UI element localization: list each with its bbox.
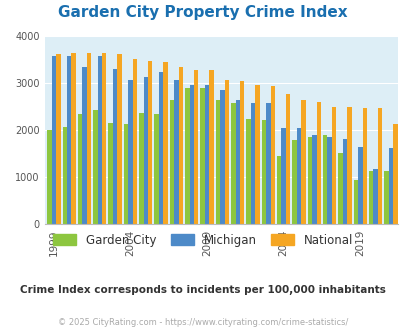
Bar [128,80,132,224]
Bar [266,103,270,224]
Bar [93,110,97,224]
Bar [51,56,56,224]
Bar [357,147,362,224]
Bar [373,169,377,224]
Bar [392,124,396,224]
Bar [62,127,67,224]
Bar [209,70,213,224]
Bar [224,80,228,224]
Bar [296,128,301,224]
Bar [56,54,60,224]
Bar [87,53,91,224]
Bar [82,67,87,224]
Bar [368,172,373,224]
Bar [311,135,316,224]
Bar [78,114,82,224]
Bar [178,67,183,224]
Bar [230,103,235,224]
Bar [261,120,266,224]
Bar [377,108,382,224]
Bar [194,70,198,224]
Legend: Garden City, Michigan, National: Garden City, Michigan, National [48,229,357,251]
Bar [71,53,76,224]
Bar [235,100,239,224]
Bar [384,172,388,224]
Bar [185,88,189,224]
Bar [108,123,113,224]
Bar [67,56,71,224]
Bar [270,86,274,224]
Bar [362,108,366,224]
Bar [292,140,296,224]
Bar [132,59,137,224]
Text: © 2025 CityRating.com - https://www.cityrating.com/crime-statistics/: © 2025 CityRating.com - https://www.city… [58,318,347,327]
Text: Crime Index corresponds to incidents per 100,000 inhabitants: Crime Index corresponds to incidents per… [20,285,385,295]
Bar [47,130,51,224]
Bar [205,84,209,224]
Bar [255,85,259,224]
Bar [246,118,250,224]
Bar [169,100,174,224]
Bar [250,103,255,224]
Bar [220,90,224,224]
Bar [158,72,163,224]
Bar [139,113,143,224]
Bar [239,81,244,224]
Bar [276,156,281,224]
Bar [215,100,220,224]
Bar [154,114,158,224]
Bar [143,78,148,224]
Bar [301,100,305,224]
Bar [353,180,357,224]
Bar [117,54,121,224]
Bar [148,61,152,224]
Bar [163,62,167,224]
Bar [189,84,194,224]
Bar [316,102,320,224]
Bar [113,69,117,224]
Bar [97,56,102,224]
Bar [285,94,290,224]
Bar [327,137,331,224]
Bar [388,148,392,224]
Bar [337,153,342,224]
Bar [102,53,106,224]
Bar [124,124,128,224]
Bar [281,128,285,224]
Bar [346,107,351,224]
Bar [200,88,205,224]
Text: Garden City Property Crime Index: Garden City Property Crime Index [58,5,347,20]
Bar [331,107,335,224]
Bar [322,135,327,224]
Bar [174,80,178,224]
Bar [307,137,311,224]
Bar [342,139,346,224]
